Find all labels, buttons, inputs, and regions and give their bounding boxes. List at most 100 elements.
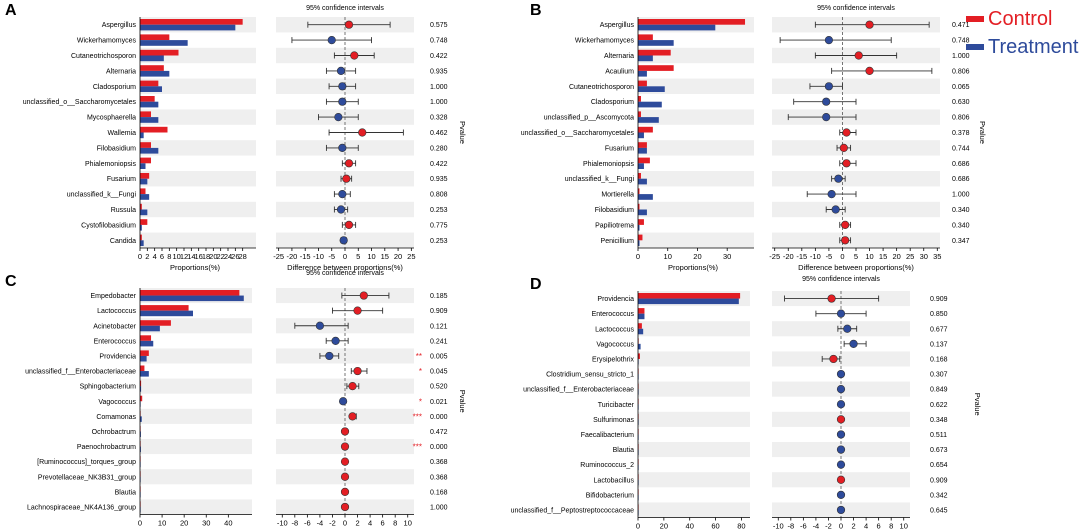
- diff-tick-label: 10: [865, 252, 873, 261]
- bar-control: [140, 142, 151, 148]
- pvalue: 0.005: [430, 353, 448, 360]
- pvalue: 0.021: [430, 399, 448, 406]
- diff-tick-label: 6: [381, 519, 385, 528]
- bar-control: [638, 126, 653, 133]
- bar-control: [140, 395, 143, 402]
- bar-treatment: [638, 24, 716, 31]
- bar-treatment: [638, 70, 647, 77]
- category-label: Wickerhamomyces: [575, 38, 635, 45]
- stripe: [638, 351, 750, 367]
- diff-axis-title: Difference between proportions(%): [798, 263, 914, 272]
- bar-treatment: [638, 163, 644, 169]
- bar-treatment: [140, 24, 236, 31]
- bar-treatment: [140, 386, 142, 392]
- prop-tick-label: 8: [167, 252, 171, 261]
- bar-treatment: [638, 328, 644, 335]
- diff-point: [344, 20, 354, 29]
- panel-c: C 95% confidence intervals Empedobacter 0.1…: [5, 270, 467, 528]
- prop-tick-label: 60: [711, 522, 719, 529]
- diff-tick-label: 20: [394, 252, 402, 261]
- prop-tick-label: 24: [224, 252, 232, 261]
- bar-control: [638, 353, 640, 359]
- category-label: Lachnospiraceae_NK4A136_group: [27, 504, 136, 511]
- stripe: [140, 78, 256, 94]
- bar-treatment: [140, 132, 144, 139]
- panel-b: B 95% confidence intervals Aspergillus 0.47…: [521, 2, 987, 272]
- bar-control: [140, 80, 159, 87]
- category-label: Providencia: [99, 353, 136, 360]
- diff-point: [854, 51, 863, 60]
- pvalue: 0.241: [430, 338, 448, 345]
- category-label: Cladosporium: [93, 84, 136, 91]
- category-label: Lactococcus: [595, 326, 634, 333]
- diff-point: [338, 97, 347, 106]
- diff-point: [836, 445, 846, 454]
- pvalue: 0.511: [930, 432, 947, 439]
- bar-treatment: [140, 240, 144, 246]
- panel-letter: D: [530, 276, 542, 293]
- pvalue: 0.935: [430, 68, 448, 75]
- stripe: [638, 381, 750, 397]
- pvalue: 0.520: [430, 384, 448, 391]
- category-label: Lactococcus: [97, 308, 136, 315]
- stripe: [638, 171, 754, 187]
- bar-control: [638, 323, 642, 329]
- category-label: Alternaria: [604, 53, 634, 60]
- prop-tick-label: 10: [172, 252, 180, 261]
- diff-tick-label: 2: [355, 519, 359, 528]
- category-label: Russula: [111, 207, 136, 214]
- prop-tick-label: 0: [636, 252, 640, 261]
- category-label: unclassified_p__Ascomycota: [544, 115, 634, 122]
- category-label: unclassified_k__Fungi: [67, 192, 137, 199]
- pvalue: 1.000: [430, 99, 448, 106]
- category-label: Fusarium: [107, 176, 136, 183]
- bar-control: [638, 111, 641, 118]
- bar-control: [638, 203, 640, 210]
- diff-point: [824, 35, 834, 45]
- pvalue: 0.909: [930, 477, 948, 484]
- bar-control: [638, 157, 650, 164]
- diff-point: [340, 427, 350, 436]
- diff-point: [822, 112, 831, 122]
- prop-tick-label: 10: [158, 519, 166, 528]
- category-label: Cutaneotrichosporon: [71, 53, 136, 60]
- diff-point: [842, 159, 851, 168]
- pvalue: 0.137: [930, 341, 948, 348]
- pvalue: 0.909: [930, 296, 948, 303]
- bar-treatment: [140, 295, 244, 302]
- bar-control: [140, 350, 149, 356]
- diff-tick-label: -5: [826, 252, 833, 261]
- stripe: [276, 408, 414, 424]
- diff-point: [344, 220, 354, 229]
- stripe: [140, 378, 252, 394]
- prop-tick-label: 10: [664, 252, 672, 261]
- prop-tick-label: 16: [194, 252, 202, 261]
- stripe: [638, 442, 750, 458]
- pvalue: 0.744: [952, 145, 970, 152]
- diff-tick-label: -6: [304, 519, 311, 528]
- diff-point: [836, 369, 846, 379]
- pvalue: 0.575: [430, 22, 448, 29]
- stripe: [772, 140, 940, 156]
- category-label: Aspergillus: [600, 22, 635, 29]
- category-label: Vagococcus: [596, 341, 634, 348]
- diff-point: [865, 66, 874, 75]
- diff-point: [836, 430, 846, 439]
- bar-treatment: [140, 431, 141, 437]
- pvalue: 0.806: [952, 115, 970, 122]
- diff-point: [843, 324, 852, 333]
- bar-treatment: [140, 446, 141, 453]
- bar-treatment: [638, 101, 662, 108]
- bar-control: [638, 49, 671, 56]
- ci-title: 95% confidence intervals: [306, 270, 384, 277]
- stripe: [276, 378, 414, 394]
- diff-tick-label: -10: [277, 519, 288, 528]
- category-label: Filobasidium: [97, 145, 136, 152]
- pvalue: 0.347: [952, 238, 970, 245]
- diff-tick-label: 0: [839, 522, 843, 529]
- pvalue: 0.422: [430, 53, 448, 60]
- significance-stars: ***: [413, 412, 422, 421]
- panel-letter: C: [5, 273, 17, 290]
- category-label: Clostridium_sensu_stricto_1: [546, 372, 634, 379]
- diff-tick-label: -10: [810, 252, 821, 261]
